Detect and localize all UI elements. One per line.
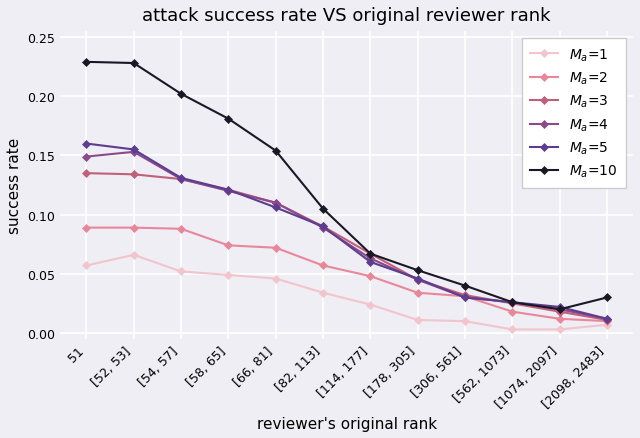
$M_a$=3 xyxy=(130,172,138,177)
$M_a$=1 xyxy=(130,253,138,258)
$M_a$=3 xyxy=(603,318,611,323)
$M_a$=1 xyxy=(177,269,185,275)
Line: $M_a$=10: $M_a$=10 xyxy=(84,60,610,312)
$M_a$=1 xyxy=(461,319,469,324)
$M_a$=10 xyxy=(414,268,422,273)
$M_a$=4 xyxy=(461,295,469,300)
$M_a$=2 xyxy=(177,226,185,232)
$M_a$=3 xyxy=(83,171,90,177)
$M_a$=2 xyxy=(461,294,469,299)
$M_a$=2 xyxy=(556,316,564,321)
$M_a$=3 xyxy=(319,224,327,230)
$M_a$=2 xyxy=(319,263,327,268)
$M_a$=2 xyxy=(414,290,422,296)
$M_a$=2 xyxy=(603,319,611,324)
$M_a$=4 xyxy=(83,155,90,160)
$M_a$=10 xyxy=(603,295,611,300)
$M_a$=4 xyxy=(414,277,422,283)
$M_a$=2 xyxy=(509,309,516,314)
$M_a$=5 xyxy=(509,300,516,305)
Line: $M_a$=4: $M_a$=4 xyxy=(84,150,610,322)
$M_a$=5 xyxy=(319,224,327,230)
$M_a$=3 xyxy=(461,293,469,298)
Line: $M_a$=5: $M_a$=5 xyxy=(84,141,610,322)
$M_a$=10 xyxy=(367,251,374,257)
$M_a$=10 xyxy=(319,207,327,212)
$M_a$=4 xyxy=(130,150,138,155)
$M_a$=1 xyxy=(509,327,516,332)
$M_a$=4 xyxy=(319,226,327,231)
Legend: $M_a$=1, $M_a$=2, $M_a$=3, $M_a$=4, $M_a$=5, $M_a$=10: $M_a$=1, $M_a$=2, $M_a$=3, $M_a$=4, $M_a… xyxy=(522,39,626,188)
$M_a$=4 xyxy=(272,201,280,206)
$M_a$=4 xyxy=(556,307,564,312)
$M_a$=3 xyxy=(556,309,564,314)
$M_a$=2 xyxy=(272,246,280,251)
$M_a$=10 xyxy=(177,92,185,97)
$M_a$=5 xyxy=(83,141,90,147)
$M_a$=4 xyxy=(367,256,374,261)
$M_a$=10 xyxy=(509,300,516,305)
$M_a$=10 xyxy=(461,283,469,289)
$M_a$=1 xyxy=(225,273,232,278)
$M_a$=4 xyxy=(603,316,611,321)
$M_a$=5 xyxy=(556,304,564,310)
$M_a$=1 xyxy=(556,327,564,332)
$M_a$=10 xyxy=(225,117,232,122)
$M_a$=10 xyxy=(272,148,280,154)
$M_a$=3 xyxy=(272,201,280,206)
$M_a$=1 xyxy=(272,276,280,282)
$M_a$=10 xyxy=(556,307,564,312)
$M_a$=10 xyxy=(83,60,90,65)
$M_a$=10 xyxy=(130,61,138,67)
$M_a$=3 xyxy=(177,177,185,182)
$M_a$=5 xyxy=(177,176,185,181)
Line: $M_a$=1: $M_a$=1 xyxy=(84,252,610,332)
$M_a$=5 xyxy=(130,148,138,153)
Line: $M_a$=2: $M_a$=2 xyxy=(84,225,610,324)
$M_a$=1 xyxy=(414,318,422,323)
$M_a$=1 xyxy=(603,322,611,328)
X-axis label: reviewer's original rank: reviewer's original rank xyxy=(257,416,436,431)
$M_a$=3 xyxy=(367,251,374,257)
Y-axis label: success rate: success rate xyxy=(7,138,22,233)
$M_a$=1 xyxy=(83,263,90,268)
$M_a$=4 xyxy=(225,189,232,194)
$M_a$=5 xyxy=(414,276,422,282)
$M_a$=2 xyxy=(83,226,90,231)
$M_a$=5 xyxy=(603,316,611,321)
$M_a$=4 xyxy=(509,300,516,305)
$M_a$=1 xyxy=(367,302,374,307)
$M_a$=3 xyxy=(414,277,422,283)
$M_a$=3 xyxy=(225,187,232,193)
Title: attack success rate VS original reviewer rank: attack success rate VS original reviewer… xyxy=(143,7,551,25)
$M_a$=5 xyxy=(272,205,280,211)
$M_a$=2 xyxy=(367,274,374,279)
$M_a$=2 xyxy=(130,226,138,231)
$M_a$=1 xyxy=(319,290,327,296)
$M_a$=2 xyxy=(225,243,232,248)
$M_a$=5 xyxy=(367,260,374,265)
$M_a$=4 xyxy=(177,177,185,182)
$M_a$=5 xyxy=(225,187,232,193)
$M_a$=3 xyxy=(509,301,516,306)
$M_a$=5 xyxy=(461,295,469,300)
Line: $M_a$=3: $M_a$=3 xyxy=(84,171,610,323)
